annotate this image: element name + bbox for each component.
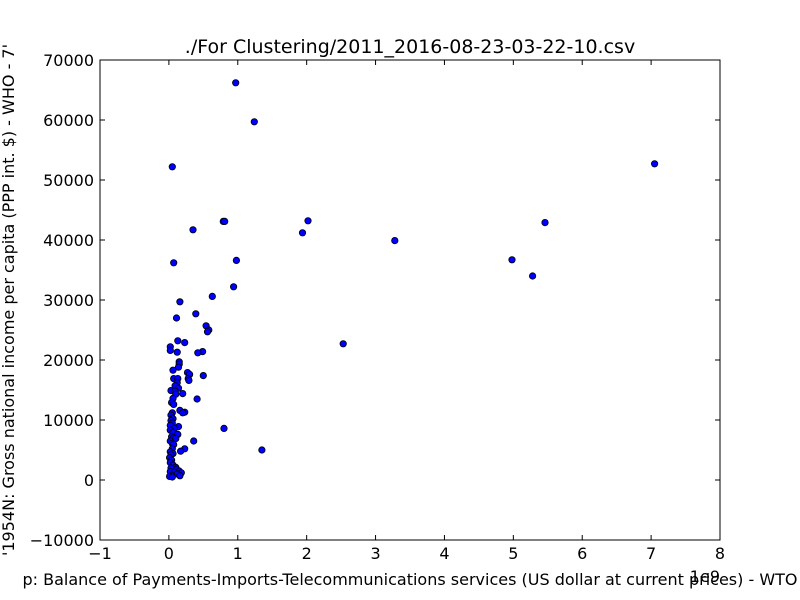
data-point	[339, 340, 347, 348]
x-tick-label: 0	[164, 544, 174, 563]
x-axis-offset-label: 1e9	[690, 567, 720, 586]
data-point	[173, 348, 181, 356]
data-point	[174, 363, 183, 371]
y-tick-label: 40000	[43, 231, 94, 250]
data-point	[304, 217, 312, 225]
data-point	[250, 118, 258, 126]
data-point	[176, 298, 184, 306]
y-tick-label: 0	[84, 471, 94, 490]
data-point	[391, 237, 399, 245]
x-tick-label: 5	[508, 544, 518, 563]
data-point	[541, 219, 549, 227]
y-axis: −10000 0 10000 20000 30000 40000 50000 60000 700…	[30, 51, 720, 550]
data-point	[232, 79, 240, 87]
data-point	[166, 346, 174, 354]
data-point	[176, 472, 184, 480]
x-tick-label: 1	[233, 544, 243, 563]
data-point	[528, 272, 537, 280]
data-point	[208, 292, 216, 300]
y-tick-label: 70000	[43, 51, 94, 70]
data-point	[193, 395, 201, 403]
data-point	[232, 256, 240, 264]
y-axis-label: '1954N: Gross national income per capita…	[0, 44, 18, 556]
x-axis-label: p: Balance of Payments-Imports-Telecommu…	[22, 570, 797, 589]
data-point	[181, 338, 189, 347]
y-tick-label: 50000	[43, 171, 94, 190]
x-tick-label: 2	[302, 544, 312, 563]
data-point	[298, 229, 307, 237]
data-points	[166, 79, 659, 481]
data-point	[179, 389, 187, 398]
x-tick-label: 6	[577, 544, 587, 563]
data-point	[650, 160, 659, 168]
data-point	[189, 226, 197, 234]
data-point	[221, 217, 229, 225]
data-point	[194, 349, 202, 357]
y-tick-label: −10000	[30, 531, 94, 550]
data-point	[174, 337, 182, 345]
y-tick-label: 10000	[43, 411, 94, 430]
data-point	[220, 424, 228, 432]
data-point	[230, 283, 238, 291]
x-tick-label: 8	[715, 544, 725, 563]
chart-title: ./For Clustering/2011_2016-08-23-03-22-1…	[185, 36, 635, 58]
data-point	[199, 371, 207, 380]
x-tick-label: −1	[88, 544, 112, 563]
data-point	[168, 163, 176, 171]
y-tick-label: 20000	[43, 351, 94, 370]
x-tick-label: 7	[646, 544, 656, 563]
data-point	[168, 473, 176, 481]
data-point	[172, 314, 181, 322]
x-tick-label: 4	[439, 544, 449, 563]
y-tick-label: 60000	[43, 111, 94, 130]
x-tick-label: 3	[370, 544, 380, 563]
data-point	[179, 409, 187, 417]
data-point	[185, 376, 193, 384]
data-point	[203, 328, 212, 336]
data-point	[508, 256, 516, 264]
data-point	[170, 259, 178, 267]
y-tick-label: 30000	[43, 291, 94, 310]
data-point	[170, 400, 178, 408]
data-point	[192, 310, 200, 318]
data-point	[190, 437, 198, 445]
x-axis: −1 0 1 2 3 4 5 6 7 8	[88, 60, 725, 563]
data-point	[177, 447, 185, 455]
data-point	[169, 366, 177, 374]
data-point	[258, 446, 266, 454]
